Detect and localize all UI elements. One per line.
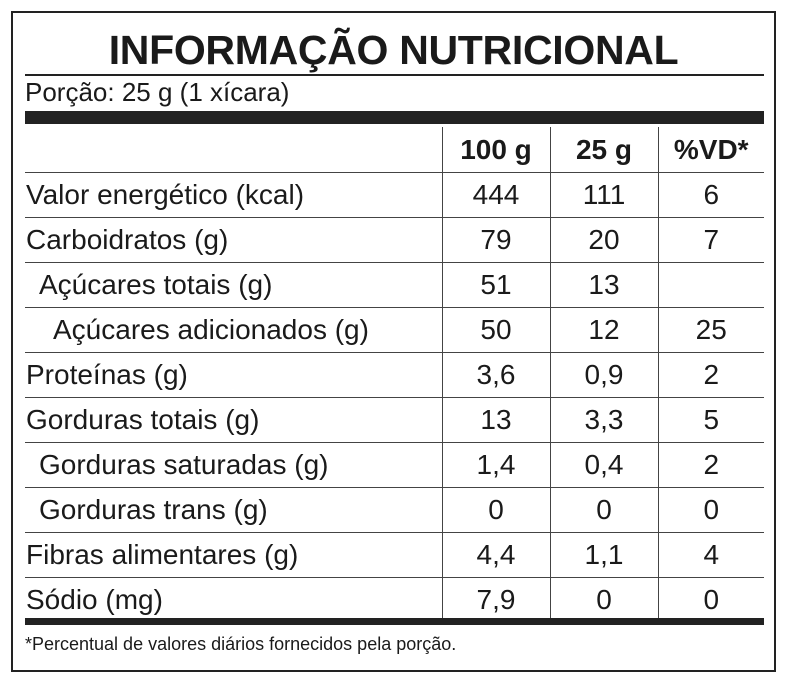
value-100g: 7,9: [441, 577, 550, 622]
value-daily: 0: [657, 577, 764, 622]
nutrient-label: Carboidratos (g): [25, 217, 442, 263]
nutrient-label: Gorduras saturadas (g): [25, 442, 442, 488]
table-row: Gorduras saturadas (g) 1,4 0,4 2: [25, 442, 764, 488]
nutrient-label: Sódio (mg): [26, 584, 163, 615]
value-daily: 7: [657, 217, 764, 263]
value-100g: 0: [441, 487, 550, 533]
value-portion: 13: [549, 262, 658, 308]
value-portion: 3,3: [549, 397, 658, 443]
table-row: Gorduras totais (g) 13 3,3 5: [25, 397, 764, 443]
nutrition-facts-panel: INFORMAÇÃO NUTRICIONAL Porção: 25 g (1 x…: [11, 11, 776, 672]
nutrient-label: Proteínas (g): [25, 352, 442, 398]
footnote: *Percentual de valores diários fornecido…: [25, 634, 457, 654]
value-100g: 3,6: [441, 352, 550, 398]
value-daily: 4: [657, 532, 764, 578]
nutrient-label: Açúcares adicionados (g): [25, 307, 442, 353]
table-row: Gorduras trans (g) 0 0 0: [25, 487, 764, 533]
value-portion: 0,9: [549, 352, 658, 398]
table-row: Sódio (mg) 7,9 0 0: [25, 577, 764, 622]
value-daily: 2: [657, 442, 764, 488]
value-daily: 25: [657, 307, 764, 353]
value-daily: [657, 262, 764, 308]
title-divider: [25, 74, 764, 76]
header-daily-value: %VD*: [657, 127, 764, 173]
value-100g: 444: [441, 172, 550, 218]
nutrient-label: Valor energético (kcal): [25, 172, 442, 218]
value-100g: 4,4: [441, 532, 550, 578]
value-100g: 79: [441, 217, 550, 263]
table-header-row: 100 g 25 g %VD*: [25, 127, 764, 173]
value-portion: 0,4: [549, 442, 658, 488]
value-100g: 51: [441, 262, 550, 308]
serving-size: Porção: 25 g (1 xícara): [25, 77, 290, 107]
panel-title: INFORMAÇÃO NUTRICIONAL: [108, 27, 679, 73]
value-portion: 20: [549, 217, 658, 263]
value-portion: 0: [549, 577, 658, 622]
nutrient-label: Gorduras totais (g): [25, 397, 442, 443]
table-row: Açúcares adicionados (g) 50 12 25: [25, 307, 764, 353]
value-daily: 5: [657, 397, 764, 443]
nutrient-label: Açúcares totais (g): [25, 262, 442, 308]
nutrient-label: Fibras alimentares (g): [25, 532, 442, 578]
value-portion: 0: [549, 487, 658, 533]
value-100g: 1,4: [441, 442, 550, 488]
value-daily: 0: [657, 487, 764, 533]
footer-thick-bar: [25, 618, 764, 625]
value-daily: 2: [657, 352, 764, 398]
header-portion: 25 g: [549, 127, 658, 173]
value-portion: 1,1: [549, 532, 658, 578]
table-row: Valor energético (kcal) 444 111 6: [25, 172, 764, 218]
table-row: Carboidratos (g) 79 20 7: [25, 217, 764, 263]
header-100g: 100 g: [441, 127, 550, 173]
value-portion: 12: [549, 307, 658, 353]
header-label-cell: [25, 127, 442, 173]
value-100g: 13: [441, 397, 550, 443]
table-row: Fibras alimentares (g) 4,4 1,1 4: [25, 532, 764, 578]
header-thick-bar: [25, 111, 764, 124]
nutrition-table: 100 g 25 g %VD* Valor energético (kcal) …: [25, 127, 764, 622]
table-row: Açúcares totais (g) 51 13: [25, 262, 764, 308]
nutrient-label: Gorduras trans (g): [25, 487, 442, 533]
value-portion: 111: [549, 172, 658, 218]
value-daily: 6: [657, 172, 764, 218]
value-100g: 50: [441, 307, 550, 353]
table-row: Proteínas (g) 3,6 0,9 2: [25, 352, 764, 398]
